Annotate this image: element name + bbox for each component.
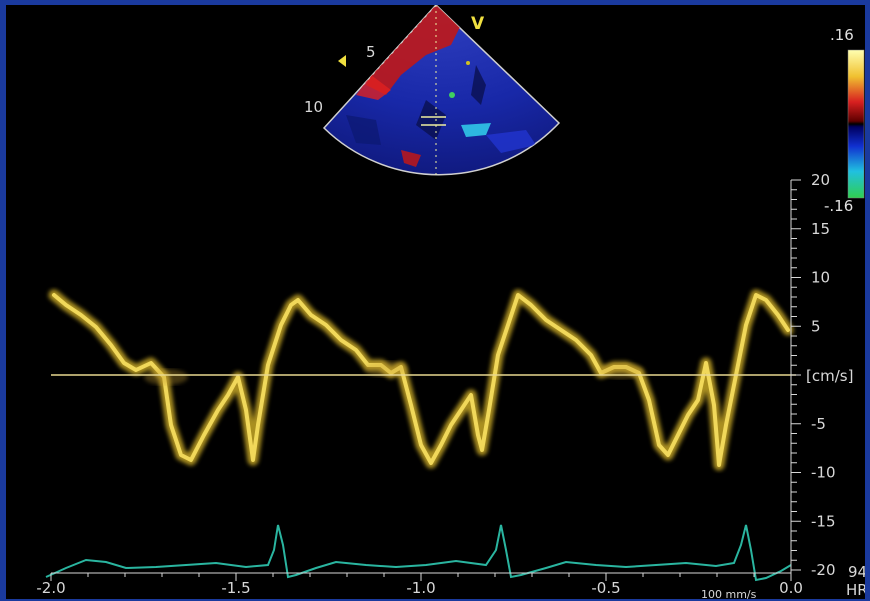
velocity-tick-label: 10 [811, 269, 830, 287]
view-marker: V [471, 14, 485, 34]
velocity-tick-label: -10 [811, 464, 836, 482]
heart-rate-value: 94 [848, 563, 865, 581]
depth-label-5: 5 [366, 43, 376, 61]
velocity-tick-label: -15 [811, 512, 836, 530]
colorbar-max-label: .16 [830, 26, 854, 44]
time-tick-label: 0.0 [779, 579, 803, 597]
velocity-tick-label: -20 [811, 561, 836, 579]
depth-label-10: 10 [304, 98, 323, 116]
tissue-doppler-trace [48, 289, 794, 471]
heart-rate-label: HR [846, 581, 865, 599]
color-doppler-sector: V 5 10 [304, 5, 561, 176]
ecg-trace [45, 524, 792, 582]
time-tick-label: -1.5 [221, 579, 250, 597]
velocity-tick-label: -5 [811, 415, 826, 433]
time-tick-label: -0.5 [591, 579, 620, 597]
time-tick-label: -1.0 [406, 579, 435, 597]
velocity-tick-label: 5 [811, 317, 821, 335]
velocity-unit-label: [cm/s] [806, 367, 853, 385]
velocity-tick-label: 15 [811, 220, 830, 238]
velocity-tick-label: 20 [811, 171, 830, 189]
sweep-speed-label: 100 mm/s [701, 588, 757, 599]
ultrasound-display: V 5 10 .16 -.16 20 15 10 5 -5 -10 -15 -20 [cm/s… [36, 5, 865, 599]
heart-rate-readout: 94 HR [846, 563, 865, 599]
velocity-axis: 20 15 10 5 -5 -10 -15 -20 [cm/s] [790, 171, 853, 580]
velocity-colorbar: .16 -.16 [824, 26, 865, 215]
time-axis: -2.0 -1.5 -1.0 -0.5 0.0 100 mm/s [36, 572, 803, 599]
probe-orientation-marker-icon [338, 55, 346, 67]
time-tick-label: -2.0 [36, 579, 65, 597]
ultrasound-frame: V 5 10 .16 -.16 20 15 10 5 -5 -10 -15 -20 [cm/s… [6, 5, 865, 599]
colorbar-min-label: -.16 [824, 197, 853, 215]
